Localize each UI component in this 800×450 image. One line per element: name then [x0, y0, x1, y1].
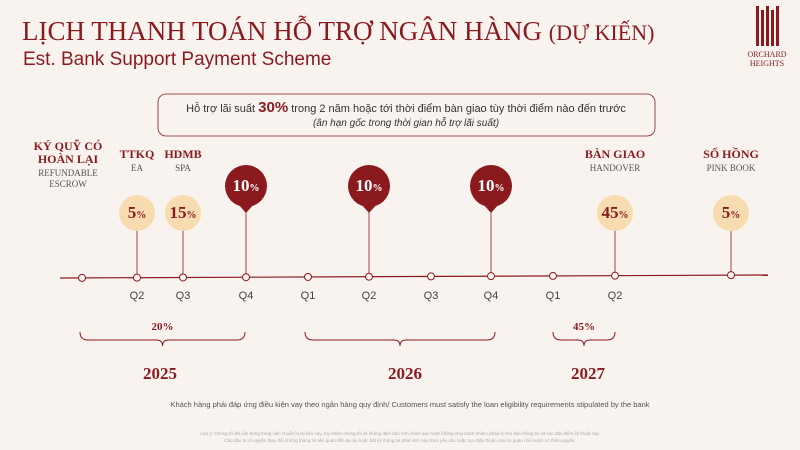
disclaimer: Lưu ý: Chúng tôi đã cẩn trọng trong việc…	[120, 430, 680, 444]
title-main: LỊCH THANH TOÁN HỖ TRỢ NGÂN HÀNG	[22, 16, 543, 46]
milestone-subtitle: SPA	[175, 163, 191, 173]
milestone: KÝ QUỸ CÓ HOÀN LẠI REFUNDABLE ESCROW	[30, 140, 106, 190]
payment-unit: %	[494, 183, 505, 194]
notice-text: Hỗ trợ lãi suất	[186, 103, 256, 115]
payment-circle: 10%	[225, 165, 267, 207]
milestone-subtitle: EA	[131, 163, 143, 173]
payment-unit: %	[618, 210, 629, 221]
payment-circle: 5%	[119, 195, 155, 231]
timeline	[59, 274, 769, 279]
timeline-dot	[78, 273, 86, 282]
payment-amount: 5	[721, 203, 731, 222]
payment-amount: 45	[601, 203, 619, 222]
payment-amount: 10	[477, 176, 495, 195]
payment-unit: %	[186, 210, 197, 221]
notice-sub: (ân hạn gốc trong thời gian hỗ trợ lãi s…	[312, 118, 500, 129]
payment-circle: 5%	[713, 195, 749, 231]
timeline-dot	[427, 272, 435, 281]
timeline-dot	[133, 273, 141, 282]
quarter-label: Q4	[238, 290, 254, 302]
timeline-dot	[179, 273, 187, 282]
subtitle: Est. Bank Support Payment Scheme	[23, 49, 332, 70]
payment-unit: %	[372, 183, 383, 194]
timeline-dot	[611, 271, 619, 280]
quarter-label: Q2	[361, 290, 377, 302]
notice-box	[157, 93, 656, 137]
disclaimer-line: Lưu ý: Chúng tôi đã cẩn trọng trong việc…	[200, 431, 600, 436]
payment-amount: 15	[169, 203, 187, 222]
milestone-title: SỔ HỒNG	[703, 147, 759, 161]
group-year: 2025	[143, 364, 177, 383]
payment-circle: 10%	[348, 165, 390, 207]
payment-circle: 15%	[165, 195, 201, 231]
payment-unit: %	[136, 210, 147, 221]
payment-unit: %	[730, 210, 741, 221]
notice-highlight: 30%	[258, 99, 289, 116]
timeline-dot	[549, 271, 557, 280]
timeline-dot	[304, 272, 312, 281]
milestone-title: HDMB	[164, 147, 202, 161]
disclaimer-line: Chủ đầu tư có quyền thay đổi những thông…	[224, 438, 576, 443]
timeline-dot	[242, 273, 250, 282]
milestone-subtitle: PINK BOOK	[706, 163, 756, 173]
logo-text: ORCHARD HEIGHTS	[747, 50, 786, 68]
group-label: 45%	[573, 321, 595, 333]
milestone-subtitle: HANDOVER	[589, 163, 641, 173]
milestone: SỔ HỒNG PINK BOOK	[686, 148, 776, 174]
milestone: TTKQ EA	[92, 148, 182, 174]
payment-unit: %	[249, 183, 260, 194]
title: LỊCH THANH TOÁN HỖ TRỢ NGÂN HÀNG (DỰ KIẾ…	[22, 16, 654, 47]
logo-icon	[756, 6, 779, 46]
bracket	[79, 331, 246, 347]
quarter-label: Q1	[545, 290, 561, 302]
milestone: BÀN GIAO HANDOVER	[570, 148, 660, 174]
quarter-label: Q3	[423, 290, 439, 302]
payment-amount: 10	[232, 176, 250, 195]
milestone-subtitle: REFUNDABLE ESCROW	[38, 168, 98, 189]
milestone-title: KÝ QUỸ CÓ HOÀN LẠI	[33, 139, 103, 166]
quarter-label: Q2	[607, 290, 623, 302]
timeline-dot	[487, 272, 495, 281]
payment-amount: 10	[355, 176, 373, 195]
bracket	[304, 331, 496, 347]
title-note: (DỰ KIẾN)	[548, 20, 655, 45]
payment-amount: 5	[127, 203, 137, 222]
milestone-title: TTKQ	[119, 147, 155, 161]
timeline-dot	[365, 272, 373, 281]
group-year: 2027	[571, 364, 605, 383]
group-year: 2026	[388, 364, 422, 383]
milestone: HDMB SPA	[138, 148, 228, 174]
group-label: 20%	[151, 321, 174, 333]
milestone-title: BÀN GIAO	[584, 147, 646, 161]
quarter-label: Q3	[175, 290, 191, 302]
quarter-label: Q4	[483, 290, 499, 302]
quarter-label: Q1	[300, 290, 316, 302]
notice-text: trong 2 năm hoặc tới thời điểm bàn giao …	[291, 103, 626, 115]
footnote: Khách hàng phải đáp ứng điều kiện vay th…	[170, 400, 650, 409]
logo-line: HEIGHTS	[749, 59, 785, 68]
timeline-dot	[727, 271, 735, 280]
quarter-label: Q2	[129, 290, 145, 302]
bracket	[552, 331, 616, 347]
payment-circle: 10%	[470, 165, 512, 207]
logo-line: ORCHARD	[747, 50, 787, 59]
payment-circle: 45%	[597, 195, 633, 231]
notice: Hỗ trợ lãi suất 30% trong 2 năm hoặc tới…	[161, 99, 651, 129]
